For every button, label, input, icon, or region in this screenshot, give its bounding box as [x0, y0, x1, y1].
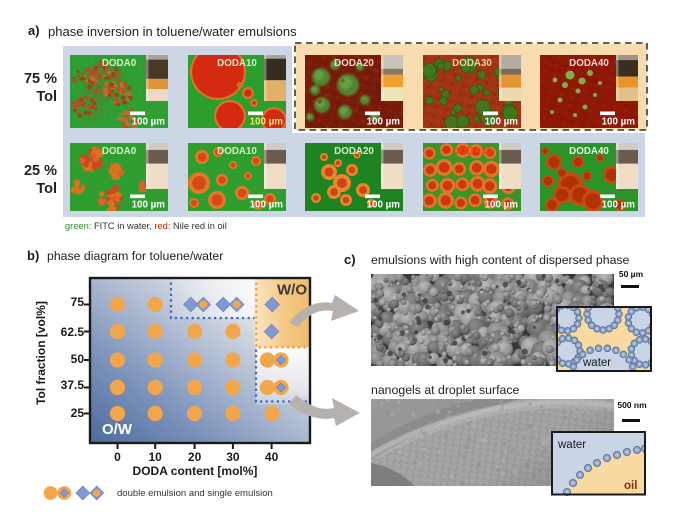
svg-text:DODA30: DODA30: [452, 58, 492, 69]
svg-text:oil: oil: [624, 480, 637, 492]
svg-text:100 µm: 100 µm: [484, 117, 518, 128]
svg-text:100 µm: 100 µm: [484, 200, 518, 211]
svg-text:water: water: [582, 357, 611, 369]
svg-text:DODA10: DODA10: [217, 146, 257, 157]
svg-text:100 µm: 100 µm: [249, 117, 283, 128]
svg-text:100 µm: 100 µm: [367, 200, 401, 211]
svg-text:DODA0: DODA0: [102, 58, 137, 69]
svg-text:100 µm: 100 µm: [132, 117, 166, 128]
svg-text:DODA0: DODA0: [102, 146, 137, 157]
svg-text:DODA40: DODA40: [569, 58, 609, 69]
svg-text:100 µm: 100 µm: [249, 200, 283, 211]
svg-text:W/O: W/O: [277, 282, 307, 299]
svg-text:DODA20: DODA20: [334, 58, 374, 69]
svg-text:DODA20: DODA20: [334, 146, 374, 157]
svg-text:100 µm: 100 µm: [602, 200, 636, 211]
svg-text:water: water: [557, 439, 586, 451]
svg-text:DODA40: DODA40: [569, 146, 609, 157]
svg-text:DODA30: DODA30: [452, 146, 492, 157]
svg-text:DODA10: DODA10: [217, 58, 257, 69]
svg-text:100 µm: 100 µm: [367, 117, 401, 128]
svg-text:100 µm: 100 µm: [602, 117, 636, 128]
svg-text:100 µm: 100 µm: [132, 200, 166, 211]
svg-text:O/W: O/W: [102, 421, 133, 438]
